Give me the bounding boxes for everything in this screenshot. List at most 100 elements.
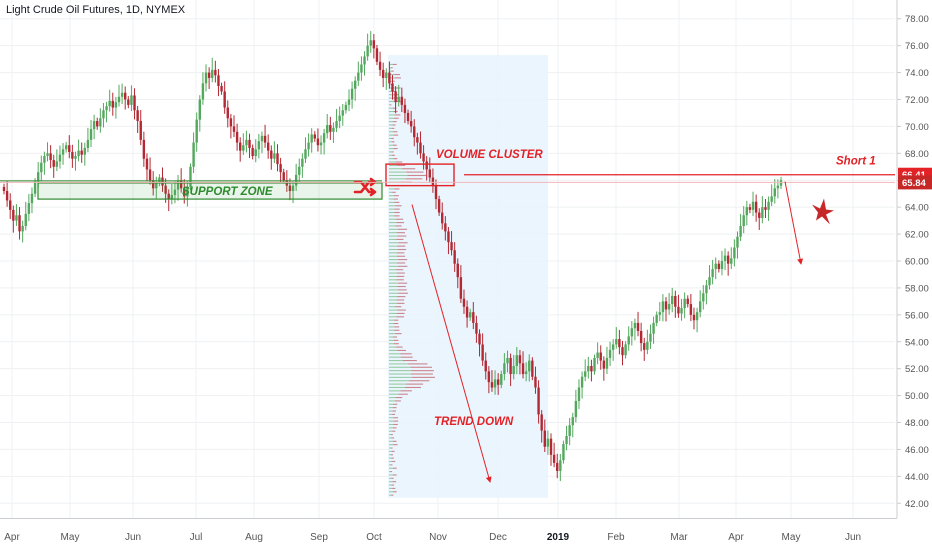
candle-body bbox=[494, 379, 496, 387]
profile-bar-down bbox=[396, 269, 403, 270]
profile-bar-down bbox=[394, 202, 399, 203]
candle-body bbox=[432, 178, 434, 186]
candle-body bbox=[590, 366, 592, 371]
candle-body bbox=[596, 353, 598, 358]
candle-body bbox=[721, 261, 723, 269]
profile-bar-down bbox=[391, 454, 393, 455]
candle-body bbox=[28, 203, 30, 214]
x-tick-label: Dec bbox=[489, 532, 507, 543]
profile-bar-down bbox=[397, 232, 405, 233]
candle-body bbox=[631, 328, 633, 336]
candle-body bbox=[317, 139, 319, 146]
candle-body bbox=[435, 186, 437, 199]
candle-body bbox=[348, 99, 350, 104]
candle-body bbox=[534, 377, 536, 388]
candle-body bbox=[770, 196, 772, 201]
profile-bar-up bbox=[389, 101, 395, 102]
profile-bar-down bbox=[406, 172, 423, 173]
profile-bar-up bbox=[389, 195, 394, 196]
candle-body bbox=[112, 101, 114, 108]
candle-body bbox=[447, 231, 449, 242]
candle-body bbox=[500, 374, 502, 385]
candle-body bbox=[77, 151, 79, 156]
profile-bar-down bbox=[395, 114, 401, 115]
candle-body bbox=[671, 296, 673, 304]
candle-body bbox=[662, 301, 664, 312]
profile-bar-up bbox=[389, 384, 406, 385]
profile-bar-up bbox=[389, 202, 394, 203]
profile-bar-up bbox=[389, 404, 393, 405]
profile-bar-up bbox=[389, 444, 393, 445]
profile-bar-up bbox=[389, 124, 392, 125]
profile-bar-up bbox=[389, 347, 396, 348]
profile-bar-up bbox=[389, 464, 391, 465]
candle-body bbox=[603, 361, 605, 369]
profile-bar-up bbox=[389, 488, 392, 489]
candle-body bbox=[220, 86, 222, 91]
profile-bar-down bbox=[393, 148, 397, 149]
profile-bar-down bbox=[412, 377, 435, 378]
profile-bar-up bbox=[389, 303, 397, 304]
short-arrow bbox=[785, 182, 801, 264]
candle-body bbox=[370, 40, 372, 45]
candle-body bbox=[3, 187, 5, 191]
candle-body bbox=[761, 207, 763, 218]
candle-body bbox=[332, 128, 334, 132]
candle-body bbox=[118, 97, 120, 102]
candle-body bbox=[404, 105, 406, 113]
profile-bar-down bbox=[397, 273, 405, 274]
profile-bar-down bbox=[394, 323, 399, 324]
profile-bar-down bbox=[392, 461, 395, 462]
candle-body bbox=[65, 145, 67, 149]
profile-bar-up bbox=[389, 357, 401, 358]
profile-bar-down bbox=[406, 178, 423, 179]
y-tick-label: 78.00 bbox=[905, 14, 929, 25]
candle-body bbox=[652, 323, 654, 334]
profile-bar-down bbox=[398, 249, 407, 250]
candle-body bbox=[677, 307, 679, 314]
profile-bar-down bbox=[391, 151, 393, 152]
profile-bar-up bbox=[389, 114, 395, 115]
candle-body bbox=[516, 355, 518, 366]
candle-body bbox=[230, 118, 232, 126]
profile-bar-down bbox=[393, 444, 397, 445]
candle-body bbox=[581, 377, 583, 388]
profile-bar-down bbox=[396, 279, 403, 280]
profile-bar-down bbox=[391, 138, 393, 139]
candle-body bbox=[205, 73, 207, 84]
profile-bar-down bbox=[393, 64, 397, 65]
candle-body bbox=[354, 81, 356, 89]
profile-bar-down bbox=[393, 121, 397, 122]
candle-body bbox=[755, 202, 757, 213]
candle-body bbox=[693, 315, 695, 320]
profile-bar-up bbox=[389, 461, 392, 462]
profile-bar-up bbox=[389, 370, 411, 371]
y-tick-label: 56.00 bbox=[905, 310, 929, 321]
candle-body bbox=[488, 371, 490, 382]
profile-bar-up bbox=[389, 242, 398, 243]
candle-body bbox=[537, 388, 539, 415]
profile-bar-up bbox=[389, 283, 398, 284]
candle-body bbox=[478, 334, 480, 345]
profile-bar-down bbox=[403, 360, 417, 361]
profile-bar-up bbox=[389, 310, 397, 311]
candle-body bbox=[248, 140, 250, 148]
candle-body bbox=[391, 83, 393, 91]
candle-body bbox=[363, 56, 365, 64]
candle-body bbox=[696, 312, 698, 320]
candle-body bbox=[413, 126, 415, 137]
candle-body bbox=[323, 133, 325, 142]
candle-body bbox=[62, 149, 64, 154]
candle-body bbox=[587, 366, 589, 371]
candle-body bbox=[394, 91, 396, 102]
x-tick-label: Apr bbox=[728, 532, 744, 543]
profile-bar-up bbox=[389, 175, 408, 176]
candle-body bbox=[326, 125, 328, 133]
profile-bar-down bbox=[392, 155, 395, 156]
profile-bar-up bbox=[389, 279, 396, 280]
candle-body bbox=[724, 256, 726, 261]
profile-bar-down bbox=[396, 397, 403, 398]
profile-bar-down bbox=[394, 74, 399, 75]
